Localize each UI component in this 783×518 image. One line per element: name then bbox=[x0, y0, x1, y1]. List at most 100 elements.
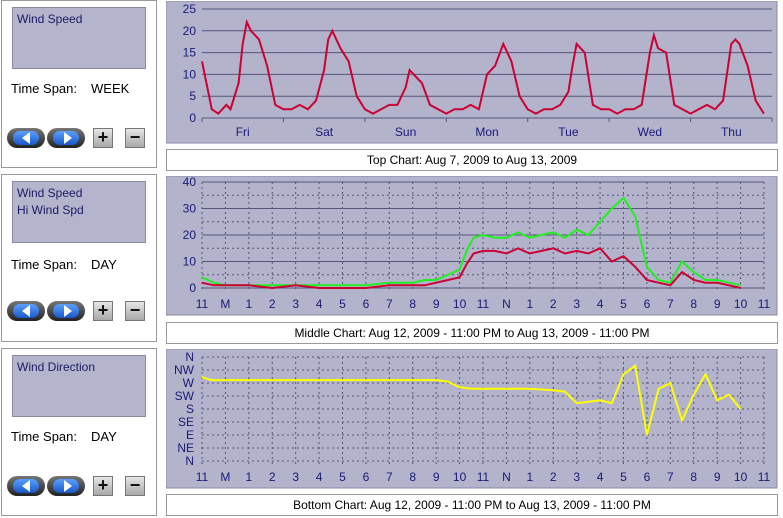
series-wind-speed bbox=[201, 18, 765, 115]
time-span-label: Time Span: bbox=[11, 429, 77, 444]
zoom-out-button[interactable]: − bbox=[125, 476, 145, 496]
prev-button[interactable] bbox=[7, 301, 45, 321]
x-tick-label: 1 bbox=[245, 297, 252, 311]
x-tick-label: M bbox=[220, 470, 230, 484]
series-item[interactable]: Wind Speed bbox=[17, 186, 83, 200]
y-tick-label: 40 bbox=[183, 176, 197, 189]
series-item[interactable]: Wind Direction bbox=[17, 360, 96, 374]
y-tick-label: E bbox=[186, 428, 194, 442]
prev-button[interactable] bbox=[7, 128, 45, 148]
x-tick-label: 3 bbox=[292, 297, 299, 311]
x-tick-label: 6 bbox=[363, 470, 370, 484]
series-list-bottom[interactable]: Wind Direction bbox=[12, 355, 146, 417]
x-tick-label: 1 bbox=[245, 470, 252, 484]
x-tick-label: 8 bbox=[690, 297, 697, 311]
x-tick-label: 4 bbox=[316, 297, 323, 311]
x-tick-label: 10 bbox=[734, 297, 748, 311]
x-tick-label: 8 bbox=[409, 470, 416, 484]
x-tick-label: Sat bbox=[315, 125, 334, 139]
series-item[interactable]: Hi Wind Spd bbox=[17, 203, 84, 217]
x-tick-label: 3 bbox=[573, 470, 580, 484]
x-tick-label: 11 bbox=[196, 297, 209, 311]
x-tick-label: 4 bbox=[597, 470, 604, 484]
x-tick-label: N bbox=[502, 297, 511, 311]
zoom-out-button[interactable]: − bbox=[125, 301, 145, 321]
x-tick-label: Wed bbox=[638, 125, 662, 139]
x-tick-label: 10 bbox=[453, 470, 467, 484]
x-tick-label: 6 bbox=[644, 297, 651, 311]
top-chart: 0 5 10 15 20 25 Fri Sat Sun Mon Tue Wed Thu bbox=[166, 1, 778, 144]
y-tick-label: N bbox=[185, 454, 194, 468]
y-tick-label: W bbox=[183, 376, 195, 390]
time-span-value: DAY bbox=[91, 429, 117, 444]
x-tick-label: 6 bbox=[644, 470, 651, 484]
y-tick-label: SW bbox=[175, 389, 195, 403]
x-tick-label: 9 bbox=[714, 297, 721, 311]
time-span-label: Time Span: bbox=[11, 257, 77, 272]
series-list-middle[interactable]: Wind Speed Hi Wind Spd bbox=[12, 181, 146, 243]
x-tick-label: 11 bbox=[196, 470, 209, 484]
y-tick-label: S bbox=[186, 402, 194, 416]
next-button[interactable] bbox=[47, 476, 85, 496]
series-item[interactable]: Wind Speed bbox=[17, 12, 83, 26]
x-tick-label: 11 bbox=[477, 297, 490, 311]
x-tick-label: 5 bbox=[339, 297, 346, 311]
y-tick-label: NW bbox=[174, 363, 195, 377]
prev-button[interactable] bbox=[7, 476, 45, 496]
x-tick-label: 11 bbox=[758, 297, 771, 311]
x-tick-label: 3 bbox=[573, 297, 580, 311]
panel-bottom: Wind Direction Time Span: DAY + − bbox=[1, 348, 157, 516]
x-tick-label: 1 bbox=[526, 470, 533, 484]
x-tick-label: 6 bbox=[363, 297, 370, 311]
x-tick-label: 8 bbox=[409, 297, 416, 311]
x-tick-label: 2 bbox=[550, 297, 557, 311]
series-list-top[interactable]: Wind Speed bbox=[12, 7, 146, 69]
x-tick-label: 3 bbox=[292, 470, 299, 484]
y-tick-label: 30 bbox=[183, 202, 197, 216]
y-tick-label: 20 bbox=[183, 24, 197, 38]
x-tick-label: Fri bbox=[236, 125, 250, 139]
x-tick-label: 5 bbox=[620, 470, 627, 484]
y-tick-label: 10 bbox=[183, 67, 197, 81]
x-tick-label: 11 bbox=[477, 470, 490, 484]
x-tick-label: 5 bbox=[620, 297, 627, 311]
x-tick-label: 7 bbox=[386, 470, 393, 484]
middle-chart: 0 10 20 30 40 11 M 1 2 3 4 5 6 7 8 9 10 11 N 1 2 3 4 5 6 7 8 9 10 11 bbox=[166, 176, 778, 316]
panel-top: Wind Speed Time Span: WEEK + − bbox=[1, 0, 157, 168]
middle-chart-caption: Middle Chart: Aug 12, 2009 - 11:00 PM to… bbox=[166, 322, 778, 344]
next-button[interactable] bbox=[47, 301, 85, 321]
top-chart-caption: Top Chart: Aug 7, 2009 to Aug 13, 2009 bbox=[166, 149, 778, 171]
x-tick-label: 2 bbox=[269, 297, 276, 311]
chart-frame bbox=[166, 1, 778, 144]
x-tick-label: 2 bbox=[550, 470, 557, 484]
series-wind-direction bbox=[201, 363, 742, 436]
x-tick-label: 11 bbox=[758, 470, 771, 484]
x-tick-label: Thu bbox=[721, 125, 742, 139]
y-tick-label: 0 bbox=[189, 111, 196, 125]
bottom-chart-caption: Bottom Chart: Aug 12, 2009 - 11:00 PM to… bbox=[166, 494, 778, 516]
y-tick-label: 10 bbox=[183, 255, 197, 269]
time-span-value: WEEK bbox=[91, 81, 130, 96]
x-tick-label: Sun bbox=[395, 125, 416, 139]
y-tick-label: 15 bbox=[183, 46, 197, 60]
y-tick-label: 5 bbox=[189, 89, 196, 103]
panel-middle: Wind Speed Hi Wind Spd Time Span: DAY + … bbox=[1, 174, 157, 342]
x-tick-label: 9 bbox=[714, 470, 721, 484]
next-button[interactable] bbox=[47, 128, 85, 148]
zoom-in-button[interactable]: + bbox=[93, 128, 113, 148]
x-tick-label: N bbox=[502, 470, 511, 484]
zoom-out-button[interactable]: − bbox=[125, 128, 145, 148]
x-tick-label: 9 bbox=[433, 297, 440, 311]
zoom-in-button[interactable]: + bbox=[93, 301, 113, 321]
x-tick-label: 10 bbox=[734, 470, 748, 484]
chart-frame bbox=[166, 176, 778, 316]
x-tick-label: 8 bbox=[690, 470, 697, 484]
y-tick-label: 0 bbox=[189, 281, 196, 295]
x-tick-label: 4 bbox=[597, 297, 604, 311]
chart-frame bbox=[166, 349, 778, 489]
series-wind-speed bbox=[201, 247, 741, 290]
zoom-in-button[interactable]: + bbox=[93, 476, 113, 496]
time-span-value: DAY bbox=[91, 257, 117, 272]
x-tick-label: 7 bbox=[667, 297, 674, 311]
x-tick-label: 5 bbox=[339, 470, 346, 484]
